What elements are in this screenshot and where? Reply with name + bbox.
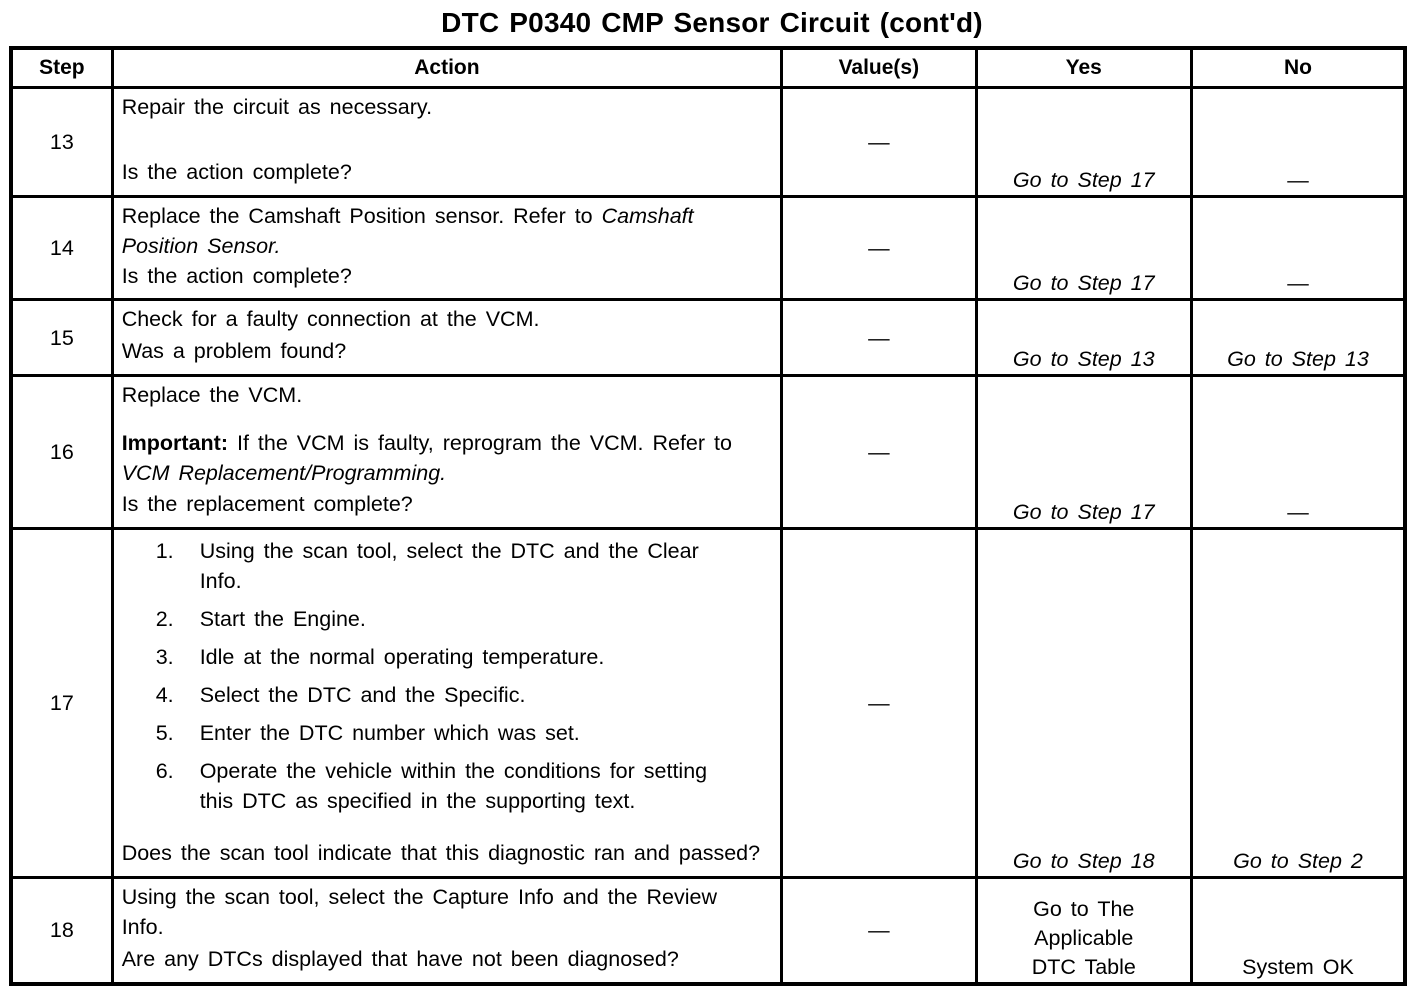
list-item-text: Using the scan tool, select the DTC and … — [199, 539, 699, 593]
list-item-number: 3. — [155, 645, 174, 669]
value-cell: — — [780, 195, 978, 301]
list-item-number: 5. — [155, 721, 174, 745]
no-cell: — — [1190, 195, 1407, 301]
yes-cell: Go to Step 17 — [974, 374, 1194, 530]
action-text-plain: Replace the Camshaft Position sensor. Re… — [121, 204, 602, 228]
list-item-number: 2. — [155, 607, 174, 631]
action-text: Replace the Camshaft Position sensor. Re… — [122, 201, 770, 261]
list-item-text: Start the Engine. — [199, 607, 366, 631]
action-reference: Camshaft Position Sensor. — [121, 204, 694, 258]
action-cell: Check for a faulty connection at the VCM… — [110, 298, 784, 377]
value-cell: — — [780, 527, 978, 879]
step-number: 16 — [9, 374, 114, 530]
list-item: 2. Start the Engine. — [122, 604, 770, 634]
step-number: 13 — [9, 86, 114, 198]
yes-cell-line: DTC Table — [1031, 954, 1136, 979]
value-cell: — — [780, 86, 978, 198]
action-cell: Repair the circuit as necessary. Is the … — [110, 86, 784, 198]
header-values: Value(s) — [780, 46, 978, 89]
no-cell: Go to Step 2 — [1190, 527, 1407, 879]
header-no: No — [1190, 46, 1407, 89]
header-action: Action — [110, 46, 784, 89]
list-item-number: 6. — [155, 759, 174, 783]
header-yes: Yes — [974, 46, 1194, 89]
page-title: DTC P0340 CMP Sensor Circuit (cont'd) — [441, 7, 983, 38]
yes-cell-line: Go to The — [1033, 896, 1135, 921]
list-item: 6. Operate the vehicle within the conditi… — [122, 756, 770, 816]
yes-cell: Go to Step 17 — [974, 86, 1194, 198]
important-reference: VCM Replacement/Programming. — [121, 461, 447, 485]
no-cell: System OK — [1190, 876, 1407, 985]
list-item: 1. Using the scan tool, select the DTC an… — [122, 536, 770, 596]
action-question: Is the action complete? — [121, 160, 352, 184]
list-item: 3. Idle at the normal operating temperatu… — [122, 642, 770, 672]
value-cell: — — [780, 298, 978, 377]
value-cell: — — [780, 374, 978, 530]
action-text: Repair the circuit as necessary. — [121, 95, 433, 119]
yes-cell: Go to Step 17 — [974, 195, 1194, 301]
yes-cell: Go to The Applicable DTC Table — [974, 876, 1194, 985]
action-question: Does the scan tool indicate that this di… — [121, 841, 761, 865]
no-cell: — — [1190, 374, 1407, 530]
important-label: Important: — [121, 431, 228, 455]
table-row-step-17: 17 1. Using the scan tool, select the DTC… — [9, 527, 1407, 879]
action-text: Check for a faulty connection at the VCM… — [121, 307, 540, 331]
list-item-number: 4. — [155, 683, 174, 707]
action-question: Was a problem found? — [121, 339, 347, 363]
header-row: Step Action Value(s) Yes No — [9, 46, 1407, 89]
action-question: Is the replacement complete? — [121, 492, 413, 516]
numbered-list: 1. Using the scan tool, select the DTC an… — [122, 533, 770, 824]
list-item-text: Idle at the normal operating temperature… — [199, 645, 605, 669]
step-number: 18 — [9, 876, 114, 985]
action-cell: Replace the VCM. Important: If the VCM i… — [110, 374, 784, 530]
value-cell: — — [780, 876, 978, 985]
action-question: Is the action complete? — [121, 264, 352, 288]
header-step: Step — [9, 46, 114, 89]
action-text: Replace the VCM. — [121, 383, 303, 407]
step-number: 15 — [9, 298, 114, 377]
yes-cell-line: Applicable — [1034, 925, 1134, 950]
table-row-step-18: 18 Using the scan tool, select the Captu… — [9, 876, 1407, 985]
action-cell: Using the scan tool, select the Capture … — [110, 876, 784, 985]
list-item-text: Enter the DTC number which was set. — [199, 721, 580, 745]
list-item-text: Operate the vehicle within the condition… — [199, 759, 708, 813]
yes-cell: Go to Step 18 — [974, 527, 1194, 879]
action-question: Are any DTCs displayed that have not bee… — [121, 947, 679, 971]
action-text: Using the scan tool, select the Capture … — [121, 885, 718, 939]
list-item-text: Select the DTC and the Specific. — [199, 683, 526, 707]
list-item: 4. Select the DTC and the Specific. — [122, 680, 770, 710]
step-number: 14 — [9, 195, 114, 301]
no-cell: Go to Step 13 — [1190, 298, 1407, 377]
action-text-block: Replace the VCM. Important: If the VCM i… — [122, 380, 770, 488]
table-row-step-16: 16 Replace the VCM. Important: If the VC… — [9, 374, 1407, 530]
list-item: 5. Enter the DTC number which was set. — [122, 718, 770, 748]
important-text: If the VCM is faulty, reprogram the VCM.… — [228, 431, 732, 455]
table-row-step-13: 13 Repair the circuit as necessary. Is t… — [9, 86, 1407, 198]
table-row-step-15: 15 Check for a faulty connection at the … — [9, 298, 1407, 377]
table-row-step-14: 14 Replace the Camshaft Position sensor.… — [9, 195, 1407, 301]
action-cell: Replace the Camshaft Position sensor. Re… — [110, 195, 784, 301]
step-number: 17 — [9, 527, 114, 879]
diagnostic-table: Step Action Value(s) Yes No 13 Repair th… — [9, 46, 1407, 986]
list-item-number: 1. — [155, 539, 174, 563]
yes-cell: Go to Step 13 — [974, 298, 1194, 377]
no-cell: — — [1190, 86, 1407, 198]
important-note: Important: If the VCM is faulty, reprogr… — [122, 428, 770, 488]
action-cell: 1. Using the scan tool, select the DTC an… — [110, 527, 784, 879]
